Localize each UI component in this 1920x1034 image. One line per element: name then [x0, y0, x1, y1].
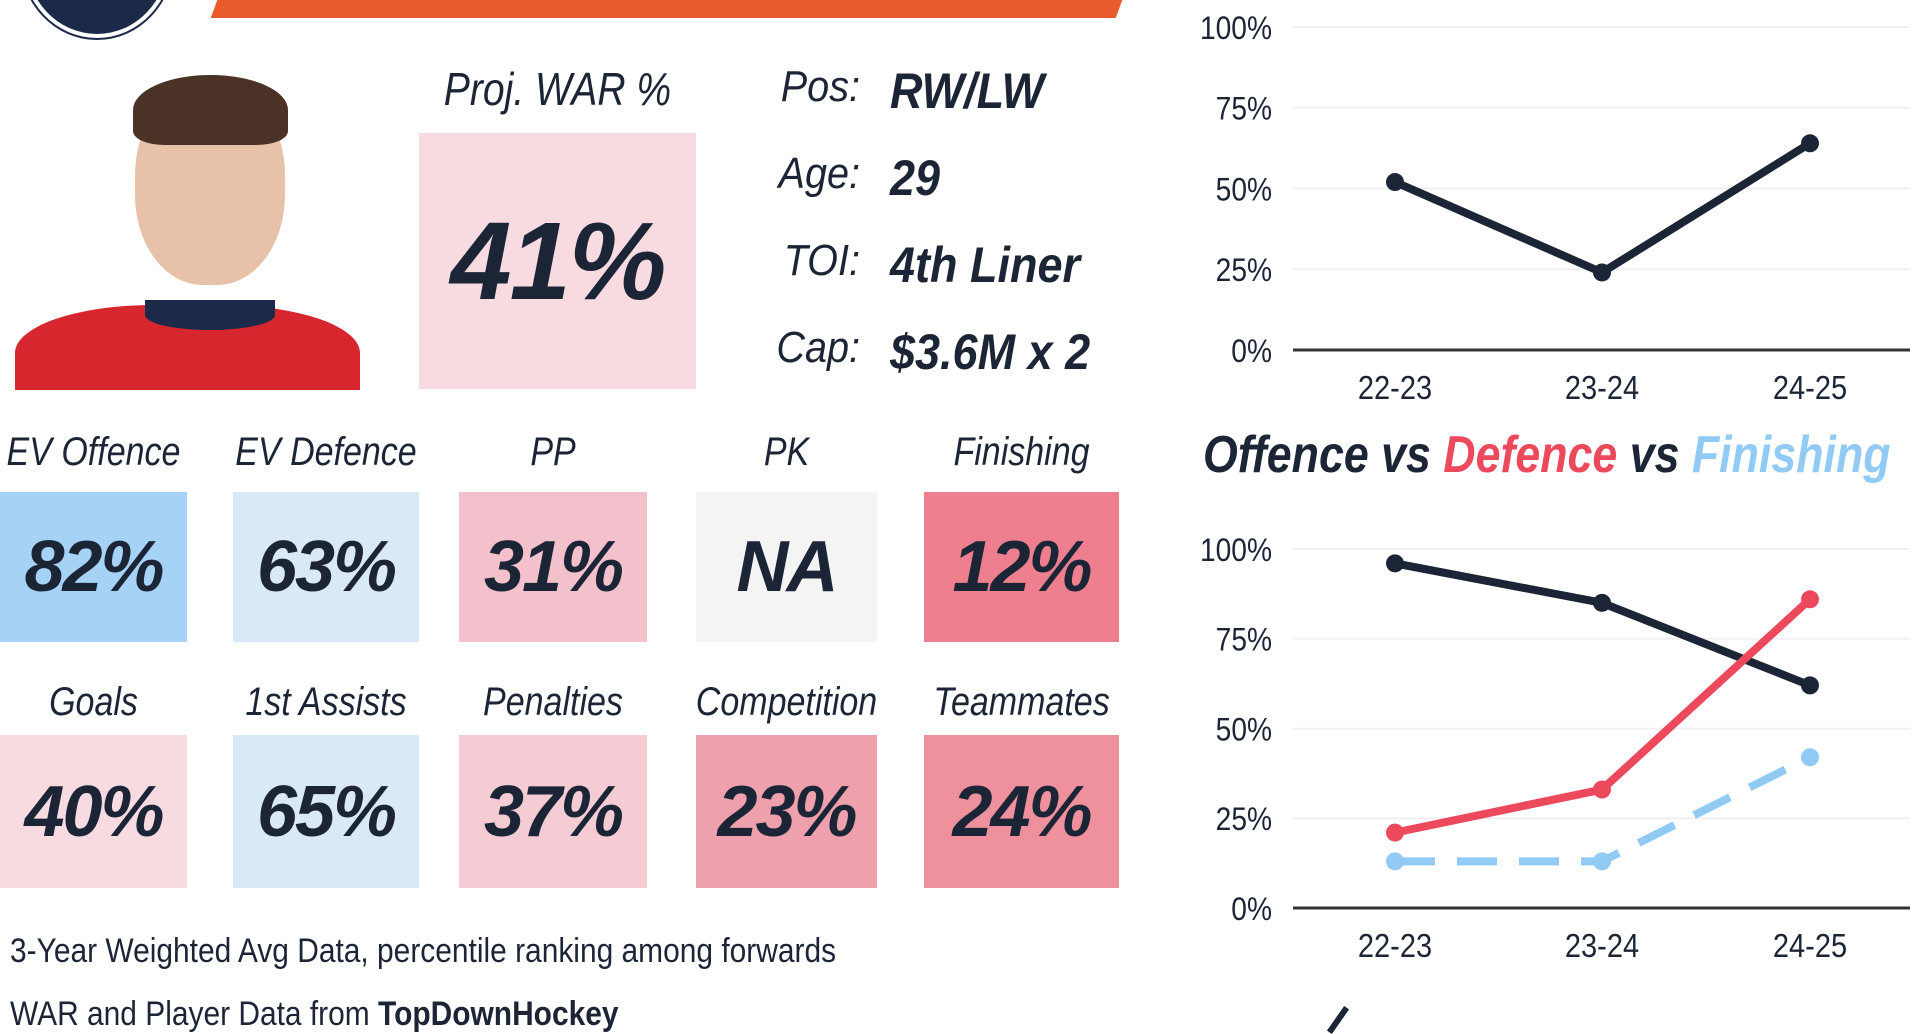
y-tick-label: 50% [1216, 713, 1272, 748]
tile-label: 1st Assists [245, 680, 407, 724]
data-point [1593, 263, 1611, 282]
x-tick-label: 24-25 [1773, 927, 1847, 964]
tile-value: 23% [696, 735, 877, 888]
tile-value: 24% [924, 735, 1119, 888]
title-vs: vs [1617, 426, 1692, 484]
data-point [1801, 590, 1819, 609]
series-line-offence [1394, 559, 1812, 690]
data-point [1593, 593, 1611, 612]
y-tick-label: 25% [1216, 254, 1272, 289]
title-defence: Defence [1443, 426, 1618, 484]
data-point [1386, 173, 1404, 192]
y-tick-label: 75% [1216, 623, 1272, 658]
player-photo [15, 75, 360, 390]
tile-value: 12% [924, 492, 1119, 642]
tile-value: 37% [459, 735, 647, 888]
tile-label: EV Offence [6, 430, 181, 474]
tile-label: Finishing [953, 430, 1090, 474]
x-tick-label: 22-23 [1358, 369, 1432, 406]
data-point [1801, 676, 1819, 695]
title-finishing: Finishing [1691, 426, 1891, 484]
tile-label: Penalties [483, 680, 623, 724]
tile-label: PP [530, 430, 576, 474]
data-point [1386, 823, 1404, 842]
y-tick-label: 100% [1200, 533, 1272, 568]
info-value: 29 [890, 150, 941, 206]
data-point [1801, 748, 1819, 767]
proj-war-value: 41% [419, 133, 696, 389]
tile-value: 65% [233, 735, 419, 888]
chart2-title: Offence vs Defence vs Finishing [1203, 425, 1891, 485]
title-offence: Offence [1203, 426, 1369, 484]
tile-label: Competition [695, 680, 878, 724]
tile-label: PK [763, 430, 810, 474]
info-value: RW/LW [890, 63, 1045, 119]
tile-value: NA [696, 492, 877, 642]
info-value: 4th Liner [890, 237, 1081, 293]
info-label: TOI: [783, 236, 860, 285]
data-point [1386, 554, 1404, 573]
data-point [1593, 852, 1611, 871]
x-tick-label: 23-24 [1565, 369, 1639, 406]
tile-label: Goals [49, 680, 138, 724]
info-label: Pos: [780, 62, 860, 111]
tile-value: 40% [0, 735, 187, 888]
series-line-finishing [1395, 753, 1812, 866]
data-point [1386, 852, 1404, 871]
tile-label: Teammates [933, 680, 1110, 724]
tile-value: 82% [0, 492, 187, 642]
data-point [1593, 780, 1611, 799]
y-tick-label: 25% [1216, 803, 1272, 838]
x-tick-label: 24-25 [1773, 369, 1847, 406]
y-tick-label: 75% [1216, 92, 1272, 127]
info-label: Cap: [776, 323, 860, 372]
tile-value: 31% [459, 492, 647, 642]
y-tick-label: 0% [1231, 892, 1272, 927]
info-value: $3.6M x 2 [890, 324, 1091, 380]
data-point [1801, 134, 1819, 153]
info-label: Age: [778, 149, 860, 198]
footer-note: 3-Year Weighted Avg Data, percentile ran… [10, 932, 837, 970]
title-vs: vs [1368, 426, 1444, 484]
x-tick-label: 22-23 [1358, 927, 1432, 964]
tile-label: EV Defence [235, 430, 417, 474]
y-tick-label: 100% [1200, 11, 1272, 46]
proj-war-label: Proj. WAR % [443, 63, 672, 115]
y-tick-label: 0% [1231, 334, 1272, 369]
x-tick-label: 23-24 [1565, 927, 1639, 964]
y-tick-label: 50% [1216, 173, 1272, 208]
series-line-war [1393, 139, 1813, 277]
tile-value: 63% [233, 492, 419, 642]
